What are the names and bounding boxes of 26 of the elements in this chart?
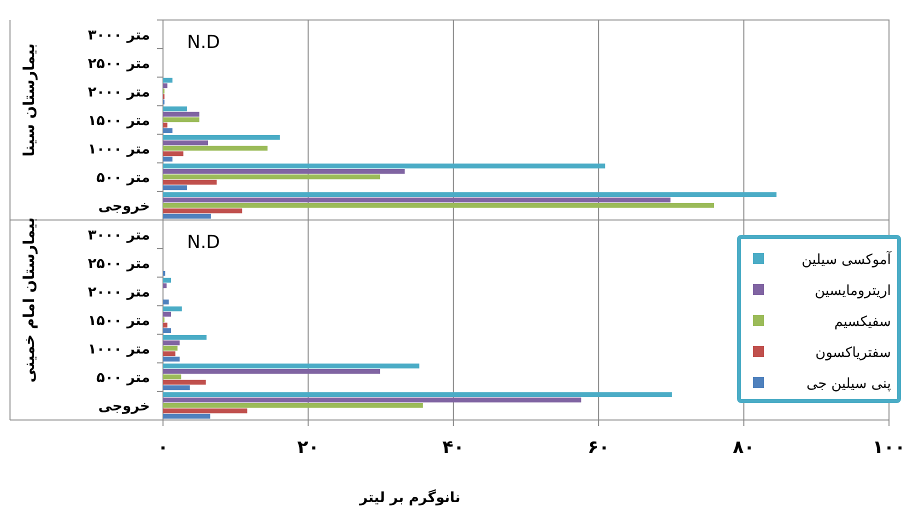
- y-tick-label: ۳۰۰۰ متر: [88, 27, 150, 44]
- y-tick-label: ۵۰۰ متر: [96, 370, 150, 386]
- legend: آموکسی سیلین اریترومایسین سفیکسیم سفتریاکسون پنی سیلین جی: [737, 235, 901, 403]
- y-tick-label: ۵۰۰ متر: [96, 170, 150, 186]
- x-tick-label: ۰: [158, 437, 168, 458]
- x-tick-label: ۸۰: [732, 437, 755, 458]
- annotation: N.D: [187, 32, 220, 53]
- y-tick-label: ۳۰۰۰ متر: [88, 227, 150, 244]
- x-axis-title: نانوگرم بر لیتر: [358, 489, 460, 506]
- y-axis-title: بیمارستان سینا: [20, 43, 38, 157]
- y-tick-label: خروجی: [98, 398, 150, 415]
- x-tick-label: ۴۰: [442, 437, 464, 458]
- x-tick-label: ۶۰: [588, 437, 610, 458]
- y-tick-label: ۲۵۰۰ متر: [88, 256, 150, 272]
- y-tick-label: ۲۰۰۰ متر: [88, 284, 150, 300]
- x-tick-label: ۱۰۰: [872, 437, 906, 458]
- y-axis-title: بیمارستان امام خمینی: [20, 217, 38, 383]
- y-tick-label: ۱۰۰۰ متر: [88, 142, 150, 158]
- y-tick-label: ۱۵۰۰ متر: [88, 313, 150, 329]
- x-tick-label: ۲۰: [297, 437, 320, 458]
- annotation: N.D: [187, 232, 220, 253]
- y-tick-label: ۲۰۰۰ متر: [88, 84, 150, 100]
- y-tick-label: ۱۵۰۰ متر: [88, 113, 150, 129]
- y-tick-label: خروجی: [98, 198, 150, 215]
- y-tick-label: ۱۰۰۰ متر: [88, 342, 150, 358]
- y-tick-label: ۲۵۰۰ متر: [88, 56, 150, 72]
